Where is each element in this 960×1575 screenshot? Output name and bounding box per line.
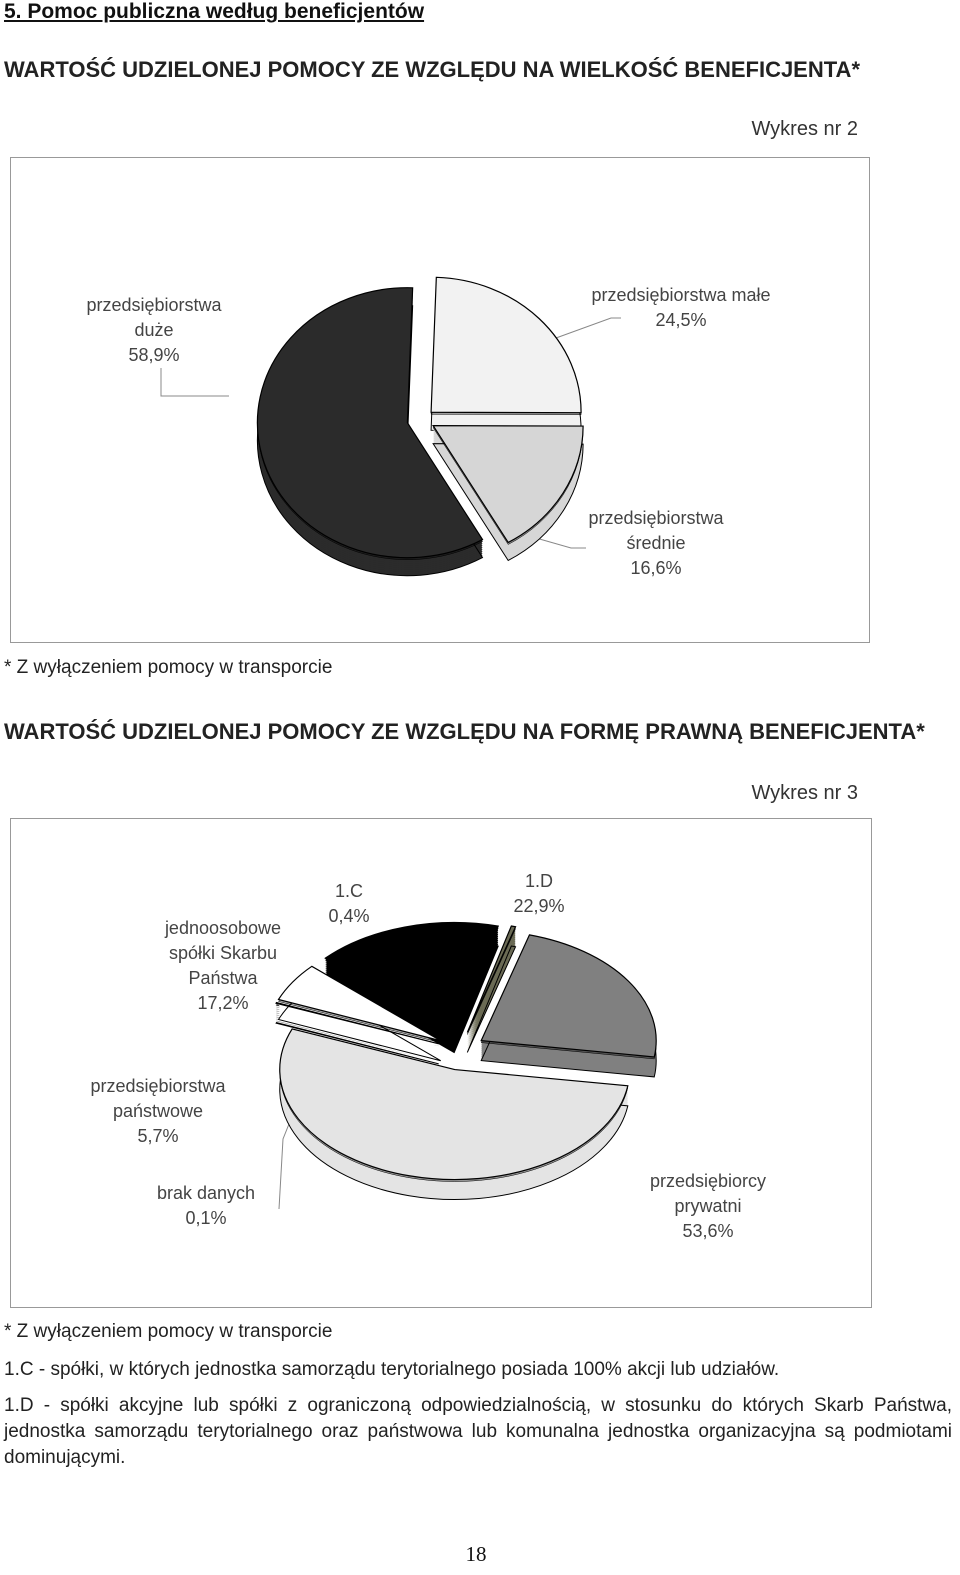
chart-subtitle: Wykres nr 2: [751, 118, 858, 140]
pie-slice: [430, 276, 582, 414]
value-label: 24,5%: [655, 310, 707, 330]
category-label: przedsiębiorstwa duże: [86, 295, 222, 340]
value-label: 17,2%: [197, 993, 249, 1013]
chart-title: WARTOŚĆ UDZIELONEJ POMOCY ZE WZGLĘDU NA …: [4, 57, 861, 82]
value-label: 0,1%: [185, 1208, 227, 1228]
value-label: 58,9%: [128, 345, 180, 365]
value-label: 22,9%: [513, 896, 565, 916]
slice-label: przedsiębiorstwa małe 24,5%: [586, 283, 776, 333]
leader-line: [278, 1118, 292, 1210]
pie-slice: [275, 1001, 439, 1045]
category-label: przedsiębiorcy prywatni: [649, 1171, 767, 1216]
slice-label: 1.D 22,9%: [494, 869, 584, 919]
leader-line: [555, 317, 621, 339]
pie-slice: [432, 425, 584, 544]
pie-slice: [279, 1028, 629, 1181]
note: 1.D - spółki akcyjne lub spółki z ograni…: [4, 1395, 952, 1468]
slice-side: [276, 1020, 439, 1062]
slice-label: 1.C 0,4%: [309, 879, 389, 929]
value-label: 5,7%: [137, 1126, 179, 1146]
slice-side: [467, 930, 516, 1037]
chart-box: przedsiębiorstwa małe 24,5% przedsiębiorst…: [10, 157, 870, 643]
leader-line: [535, 537, 586, 549]
slice-side: [279, 1048, 629, 1201]
slice-side: [467, 934, 516, 1041]
category-label: brak danych: [156, 1183, 256, 1203]
chart: [160, 276, 621, 577]
footnote: * Z wyłączeniem pomocy w transporcie: [4, 1321, 333, 1342]
slice-side: [275, 1022, 439, 1065]
value-label: 16,6%: [630, 558, 682, 578]
category-label: przedsiębiorstwa państwowe: [90, 1076, 226, 1121]
pie-slice: [480, 934, 657, 1058]
category-label: przedsiębiorstwa małe: [591, 285, 771, 305]
footnote: * Z wyłączeniem pomocy w transporcie: [4, 657, 333, 678]
page-number: 18: [465, 1542, 487, 1566]
note: 1.C - spółki, w których jednostka samorz…: [4, 1359, 780, 1380]
category-label: 1.D: [524, 871, 553, 891]
chart: [275, 921, 657, 1210]
pie-slice: [324, 921, 500, 1034]
category-label: 1.C: [334, 881, 363, 901]
slice-side: [467, 932, 516, 1039]
leader-line: [160, 368, 229, 397]
pie-slice: [466, 925, 517, 1033]
value-label: 53,6%: [682, 1221, 734, 1241]
category-label: przedsiębiorstwa średnie: [588, 508, 724, 553]
slice-side: [466, 945, 517, 1053]
slice-label: przedsiębiorstwa duże 58,9%: [69, 293, 239, 368]
slice-side: [467, 936, 516, 1043]
slice-label: przedsiębiorstwa średnie 16,6%: [561, 506, 751, 581]
pie-slice: [277, 965, 442, 1042]
slice-label: jednoosobowe spółki Skarbu Państwa 17,2%: [153, 916, 293, 1016]
value-label: 0,4%: [328, 906, 370, 926]
section-heading: 5. Pomoc publiczna według beneficjentów: [4, 0, 425, 23]
slice-label: przedsiębiorstwa państwowe 5,7%: [68, 1074, 248, 1149]
slice-label: brak danych 0,1%: [141, 1181, 271, 1231]
chart-subtitle: Wykres nr 3: [751, 782, 858, 804]
pie-slice: [256, 287, 484, 559]
slice-side: [432, 443, 584, 562]
category-label: jednoosobowe spółki Skarbu Państwa: [164, 918, 282, 988]
chart-title: WARTOŚĆ UDZIELONEJ POMOCY ZE WZGLĘDU NA …: [4, 719, 925, 744]
slice-label: przedsiębiorcy prywatni 53,6%: [623, 1169, 793, 1244]
chart-box: 1.D 22,9% przedsiębiorcy prywatni 53,6% brak…: [10, 818, 872, 1308]
